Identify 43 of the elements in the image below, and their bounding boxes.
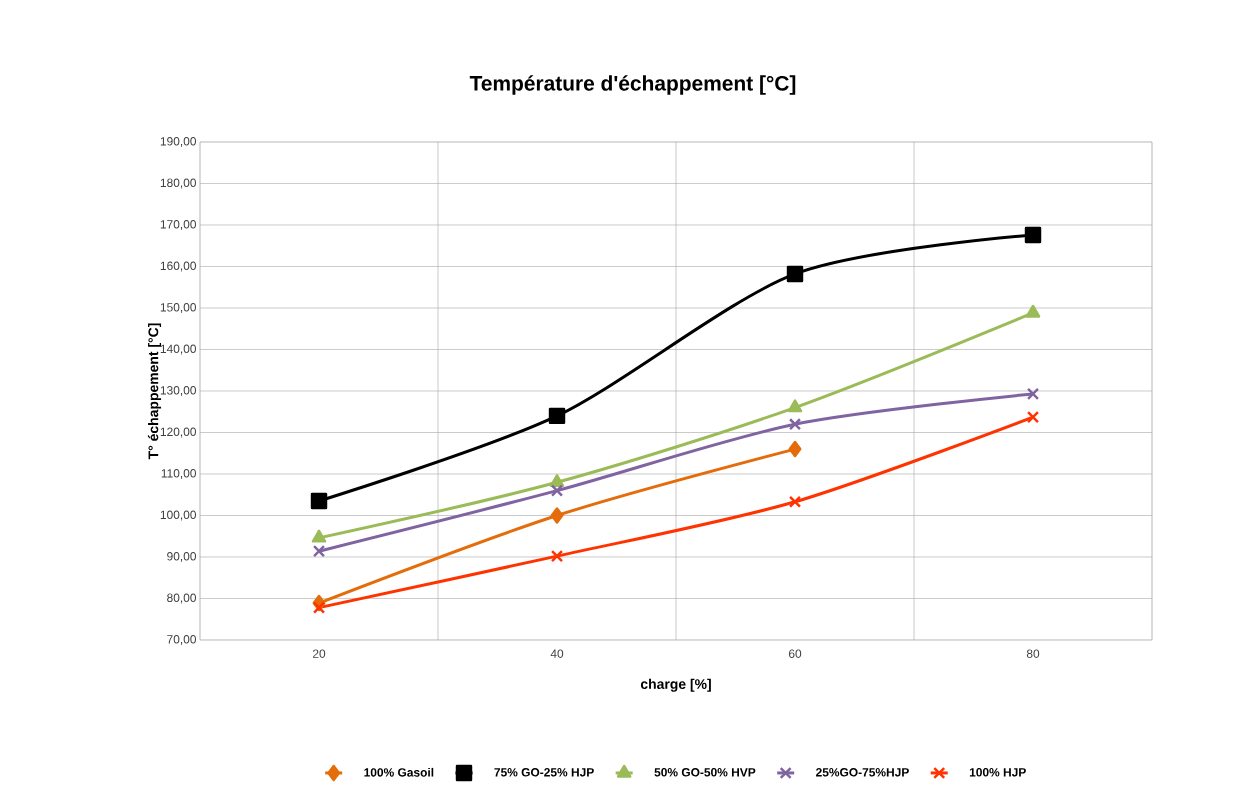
chart-title: Température d'échappement [°C] — [469, 75, 796, 95]
point — [786, 265, 804, 283]
point — [1025, 304, 1041, 318]
point — [312, 601, 326, 614]
y-tick-label: 120,00 — [160, 427, 197, 438]
x-tick-label: 20 — [312, 649, 326, 658]
point — [788, 418, 802, 431]
point — [1026, 410, 1040, 424]
legend-label: 25%GO-75%HJP — [816, 768, 909, 777]
y-tick-label: 70,00 — [167, 635, 197, 645]
point — [310, 492, 328, 510]
point — [788, 440, 802, 458]
x-tick-label: 40 — [550, 649, 564, 658]
point — [550, 507, 564, 524]
y-tick-label: 170,00 — [160, 220, 197, 230]
y-tick-label: 140,00 — [160, 344, 197, 355]
point — [1024, 226, 1042, 244]
y-tick-label: 110,00 — [161, 469, 197, 479]
y-tick-label: 160,00 — [160, 261, 197, 272]
legend-label: 100% HJP — [969, 768, 1026, 777]
point — [548, 407, 566, 425]
y-tick-label: 100,00 — [160, 510, 197, 521]
legend-label: 75% GO-25% HJP — [494, 768, 594, 777]
point — [550, 549, 564, 563]
point — [1026, 387, 1040, 401]
legend-label: 50% GO-50% HVP — [654, 768, 756, 777]
point — [787, 399, 803, 413]
legend-label: 100% Gasoil — [364, 767, 434, 777]
y-tick-label: 150,00 — [160, 303, 197, 313]
y-tick-label: 90,00 — [167, 552, 197, 562]
y-axis-title: T° échappement [°C] — [147, 323, 162, 460]
point — [549, 474, 565, 488]
x-tick-label: 60 — [788, 649, 802, 658]
y-tick-label: 80,00 — [167, 593, 197, 604]
x-axis-title: charge [%] — [640, 678, 711, 692]
point — [788, 495, 802, 508]
y-tick-label: 180,00 — [160, 178, 197, 189]
x-tick-label: 80 — [1026, 649, 1040, 658]
point — [312, 544, 326, 558]
y-tick-label: 130,00 — [160, 386, 197, 396]
point — [550, 484, 564, 497]
point — [311, 529, 327, 543]
y-tick-label: 190,00 — [160, 137, 197, 147]
